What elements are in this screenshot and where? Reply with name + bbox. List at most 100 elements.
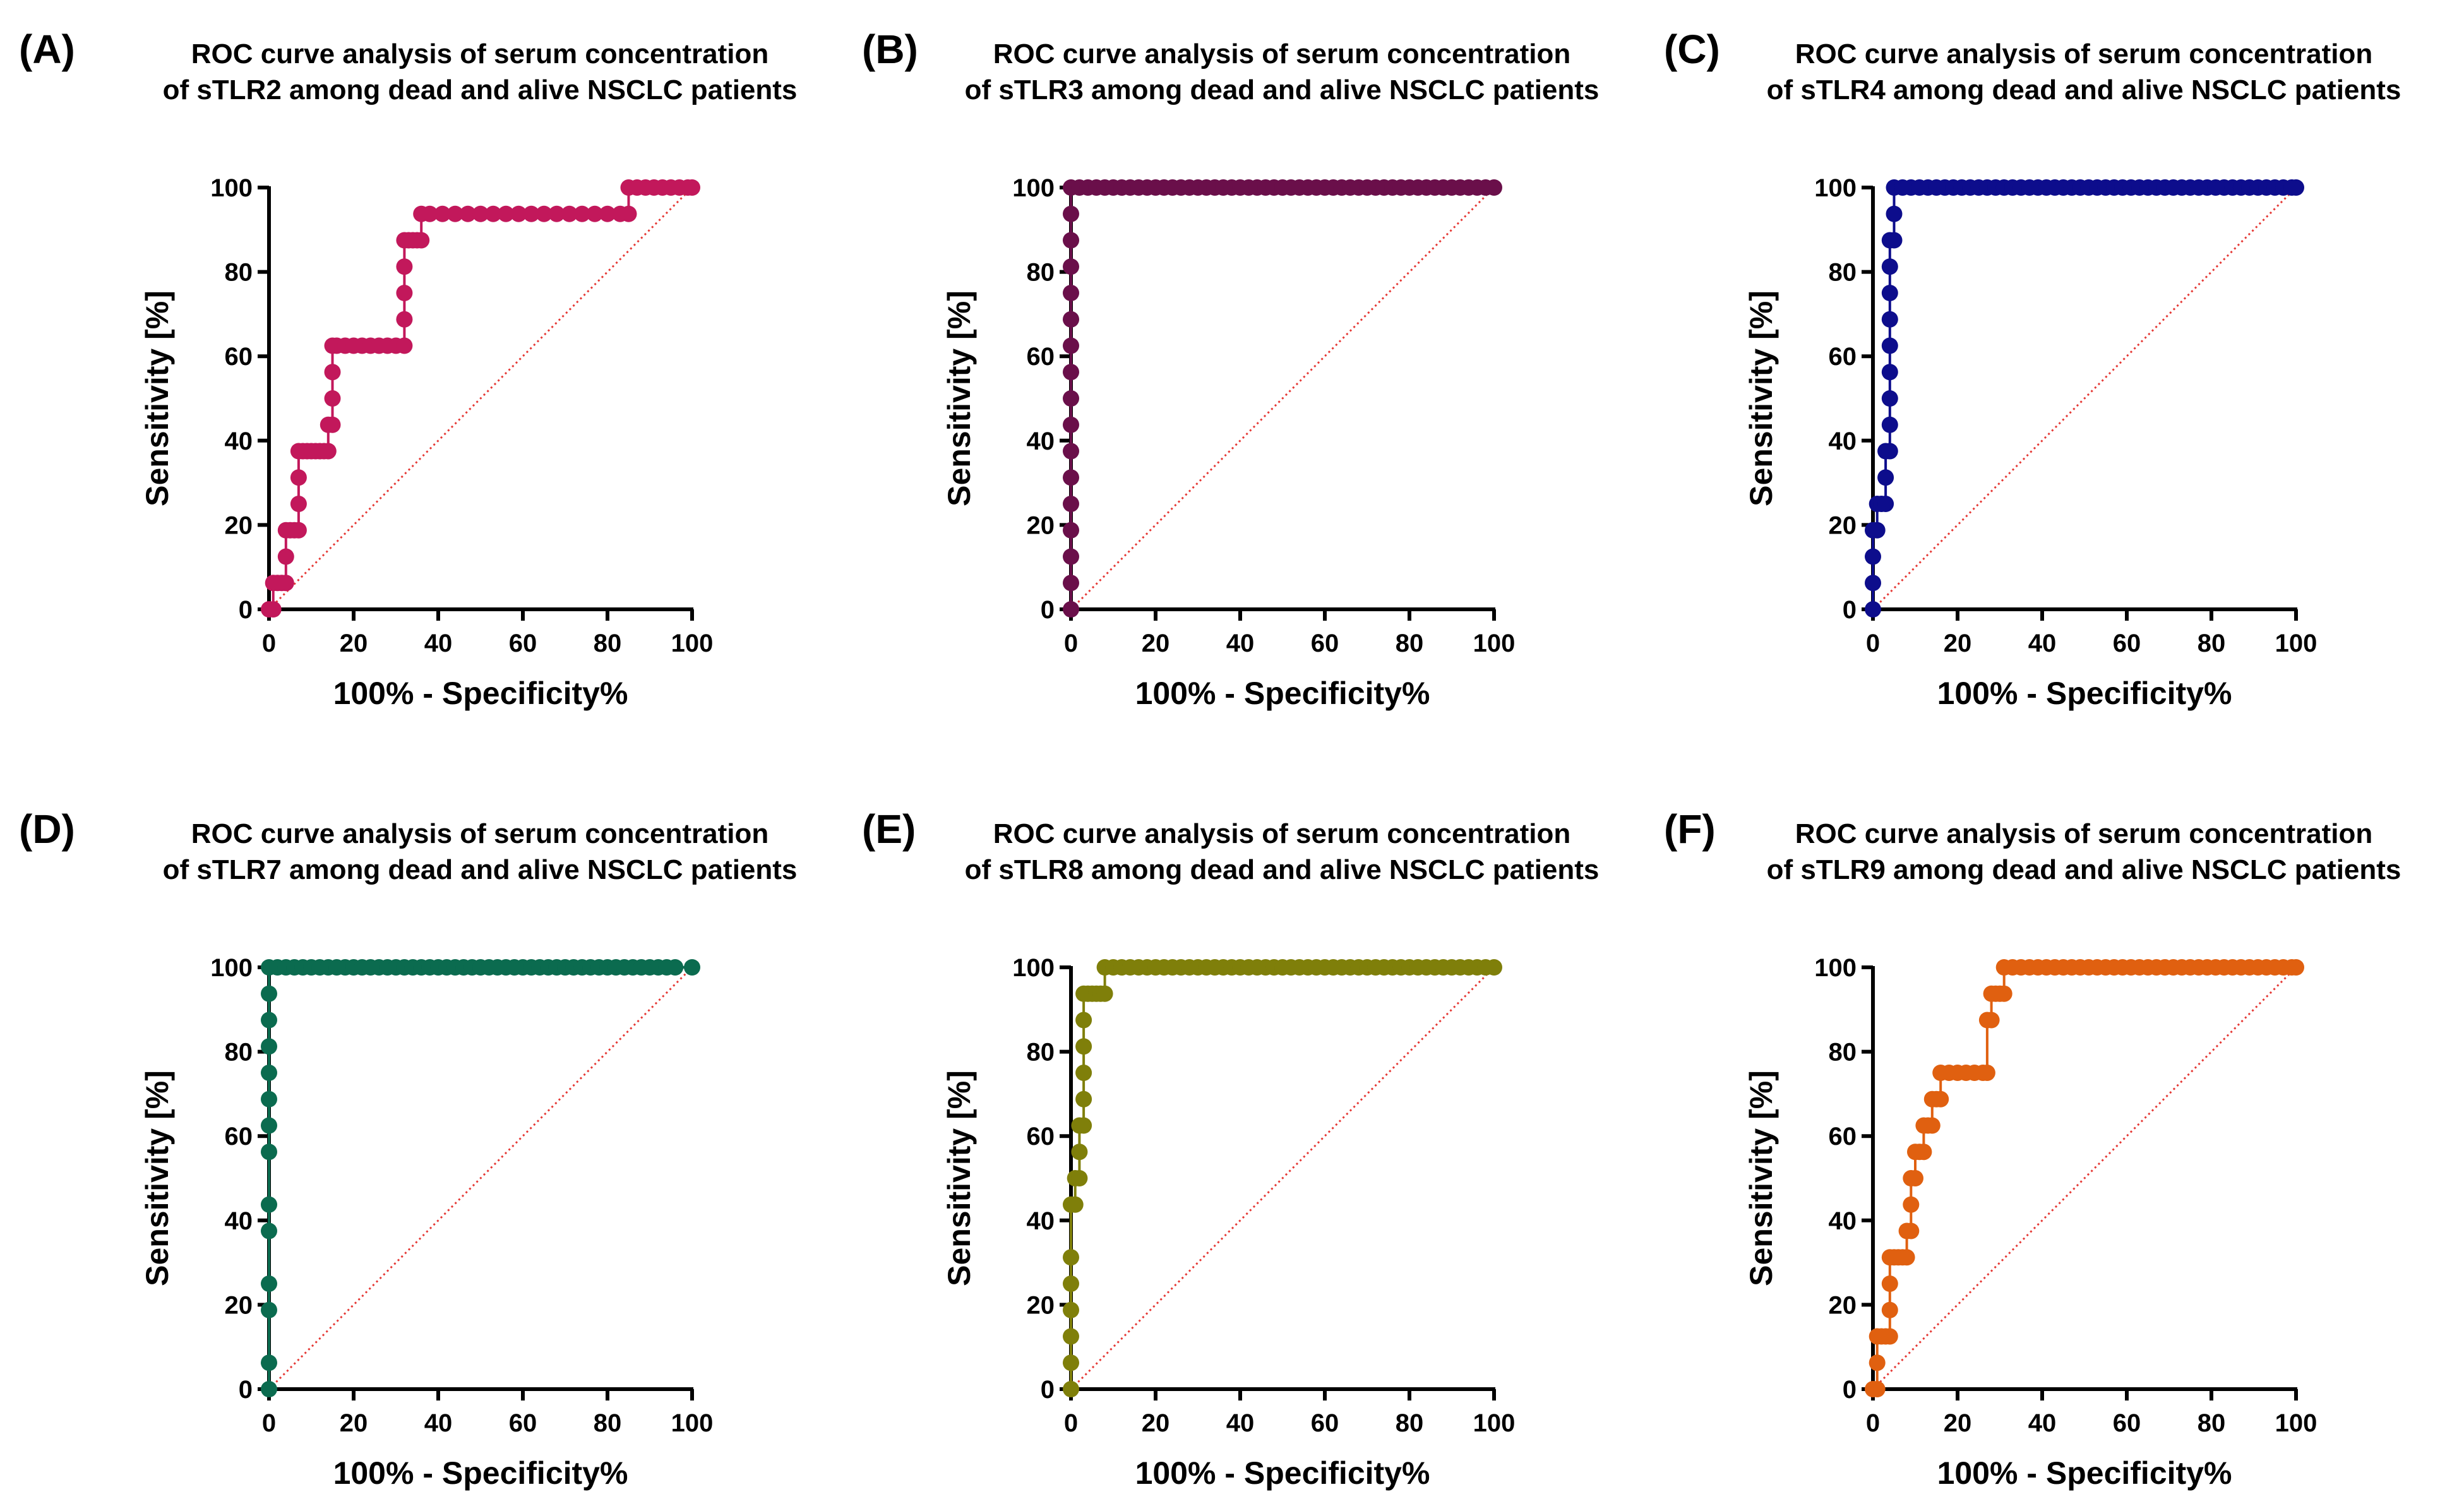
chart-title-line-1: ROC curve analysis of serum concentratio… — [191, 39, 769, 69]
x-tick-label: 60 — [2113, 1409, 2141, 1437]
roc-point — [1983, 1012, 2000, 1029]
roc-point — [1063, 285, 1079, 301]
y-tick-label: 80 — [1829, 259, 1857, 287]
roc-point — [277, 575, 294, 592]
y-tick-label: 20 — [225, 1291, 253, 1319]
y-tick-label: 0 — [1843, 1376, 1857, 1404]
x-tick-label: 20 — [340, 1409, 368, 1437]
y-tick-label: 20 — [1027, 1291, 1055, 1319]
roc-point — [1063, 469, 1079, 486]
y-axis-label: Sensitivity [%] — [942, 290, 977, 506]
roc-panel: (A) ROC curve analysis of serum concentra… — [19, 27, 797, 711]
roc-panel: (D) ROC curve analysis of serum concentra… — [19, 806, 797, 1491]
y-tick-label: 60 — [1027, 343, 1055, 371]
x-tick-label: 40 — [424, 1409, 453, 1437]
x-tick-label: 80 — [2198, 1409, 2226, 1437]
x-tick-label: 20 — [1944, 630, 1972, 657]
roc-point — [1865, 575, 1881, 592]
x-axis-label: 100% - Specificity% — [1937, 1455, 2232, 1491]
x-axis-label: 100% - Specificity% — [1135, 676, 1430, 711]
y-tick-label: 0 — [1041, 596, 1055, 624]
y-tick-label: 80 — [1027, 259, 1055, 287]
y-tick-label: 40 — [225, 1207, 253, 1235]
roc-point — [1075, 1117, 1092, 1134]
x-tick-label: 60 — [1311, 630, 1339, 657]
x-tick-label: 20 — [340, 630, 368, 657]
chart-title-line-1: ROC curve analysis of serum concentratio… — [191, 818, 769, 849]
roc-point — [290, 469, 307, 486]
roc-point — [1075, 1012, 1092, 1029]
y-axis-label: Sensitivity [%] — [942, 1070, 977, 1286]
chart-title-line-2: of sTLR8 among dead and alive NSCLC pati… — [965, 854, 1600, 885]
roc-point — [261, 1144, 277, 1161]
roc-point — [1881, 337, 1898, 354]
reference-line — [268, 966, 693, 1390]
roc-point — [1486, 959, 1502, 976]
x-tick-label: 100 — [2275, 1409, 2317, 1437]
roc-point — [396, 337, 413, 354]
roc-point — [1063, 205, 1079, 222]
roc-point — [573, 205, 590, 222]
reference-line — [1872, 186, 2297, 611]
roc-point — [1071, 1144, 1088, 1161]
y-tick-label: 40 — [1027, 1207, 1055, 1235]
x-tick-label: 100 — [2275, 630, 2317, 657]
roc-point — [1932, 1090, 1949, 1108]
x-tick-label: 0 — [262, 1409, 276, 1437]
roc-point — [1063, 258, 1079, 275]
roc-point — [261, 1301, 277, 1318]
x-axis-label: 100% - Specificity% — [1135, 1455, 1430, 1491]
roc-point — [1915, 1144, 1932, 1161]
x-tick-label: 100 — [671, 1409, 714, 1437]
y-tick-label: 40 — [1829, 427, 1857, 455]
roc-point — [1865, 601, 1881, 618]
x-tick-label: 0 — [1064, 630, 1078, 657]
x-tick-label: 60 — [509, 1409, 537, 1437]
x-tick-label: 40 — [2028, 1409, 2057, 1437]
roc-point — [1063, 1275, 1079, 1292]
chart-title-line-2: of sTLR2 among dead and alive NSCLC pati… — [163, 75, 798, 105]
roc-point — [1881, 1328, 1898, 1345]
x-tick-label: 100 — [1473, 630, 1516, 657]
roc-point — [1063, 496, 1079, 512]
y-tick-label: 0 — [239, 1376, 253, 1404]
roc-point — [1063, 390, 1079, 407]
roc-point — [1063, 337, 1079, 354]
roc-point — [1881, 390, 1898, 407]
roc-point — [1869, 522, 1886, 539]
roc-panel: (E) ROC curve analysis of serum concentra… — [862, 806, 1599, 1491]
roc-point — [1063, 1354, 1079, 1371]
roc-point — [1067, 1196, 1084, 1213]
panel-letter: (D) — [19, 806, 75, 852]
y-tick-label: 40 — [1027, 427, 1055, 455]
roc-panel: (F) ROC curve analysis of serum concentra… — [1664, 806, 2401, 1491]
x-tick-label: 60 — [1311, 1409, 1339, 1437]
roc-point — [2288, 179, 2304, 196]
roc-point — [1063, 311, 1079, 328]
x-tick-label: 100 — [671, 630, 714, 657]
roc-panel: (C) ROC curve analysis of serum concentra… — [1664, 27, 2401, 711]
roc-point — [1063, 601, 1079, 618]
x-axis-label: 100% - Specificity% — [1937, 676, 2232, 711]
y-tick-label: 60 — [1829, 343, 1857, 371]
y-tick-label: 20 — [1829, 1291, 1857, 1319]
roc-point — [1063, 443, 1079, 460]
y-tick-label: 100 — [1814, 954, 1857, 982]
roc-point — [1075, 1038, 1092, 1055]
y-tick-label: 20 — [1027, 511, 1055, 539]
y-tick-label: 60 — [1027, 1123, 1055, 1150]
roc-point — [1881, 285, 1898, 301]
roc-point — [485, 205, 502, 222]
roc-point — [1075, 1065, 1092, 1081]
y-tick-label: 100 — [210, 174, 253, 202]
roc-point — [548, 205, 565, 222]
roc-point — [261, 1117, 277, 1134]
roc-point — [290, 522, 307, 539]
panel-letter: (C) — [1664, 27, 1720, 72]
roc-point — [1978, 1065, 1995, 1081]
roc-point — [277, 548, 294, 565]
roc-point — [1881, 443, 1898, 460]
roc-point — [620, 205, 637, 222]
x-tick-label: 80 — [1396, 1409, 1424, 1437]
